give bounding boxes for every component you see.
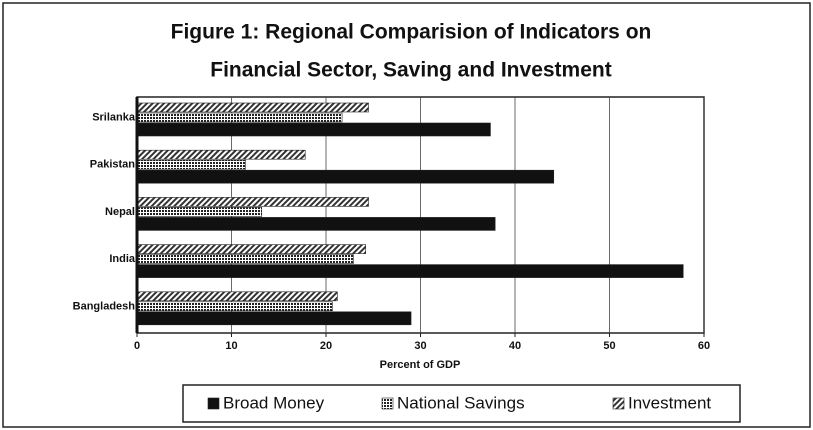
bar: [136, 207, 263, 217]
x-axis-label: Percent of GDP: [380, 359, 461, 371]
legend-swatch: [381, 397, 394, 410]
bar: [136, 244, 366, 254]
bar: [136, 102, 369, 113]
bar: [136, 264, 684, 278]
x-tick-label: 20: [320, 340, 332, 352]
legend-swatch: [207, 397, 220, 410]
y-tick-label: Nepal: [105, 206, 135, 218]
y-tick-label: India: [109, 253, 136, 265]
bar: [136, 149, 306, 160]
legend-label: National Savings: [397, 393, 525, 412]
x-tick-label: 60: [698, 340, 710, 352]
bar: [136, 217, 496, 231]
bar: [136, 122, 491, 137]
x-tick-label: 0: [134, 340, 140, 352]
chart-title: Figure 1: Regional Comparision of Indica…: [171, 21, 652, 44]
x-tick-label: 30: [414, 340, 426, 352]
y-tick-label: Pakistan: [90, 159, 136, 171]
chart-title: Financial Sector, Saving and Investment: [210, 59, 611, 82]
bar: [136, 169, 555, 184]
legend-label: Investment: [628, 393, 711, 412]
bar: [136, 197, 369, 207]
x-tick-label: 10: [225, 340, 237, 352]
legend-swatch: [612, 397, 625, 410]
x-tick-label: 40: [509, 340, 521, 352]
bar: [136, 291, 338, 302]
legend-label: Broad Money: [223, 393, 325, 412]
bar: [136, 112, 343, 123]
legend-box: [182, 384, 741, 423]
bar: [136, 159, 246, 170]
y-tick-label: Bangladesh: [73, 300, 136, 312]
y-tick-label: Srilanka: [92, 112, 136, 124]
bar: [136, 311, 412, 326]
bar: [136, 254, 354, 264]
bar: [136, 301, 333, 312]
x-tick-label: 50: [603, 340, 615, 352]
